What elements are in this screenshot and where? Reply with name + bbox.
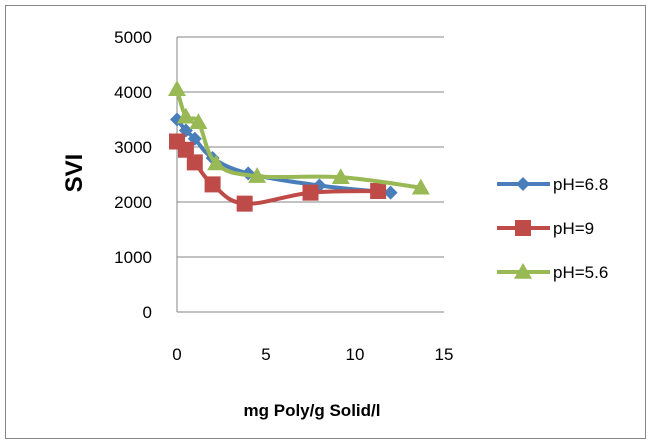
legend-label-0: pH=6.8: [553, 175, 608, 194]
data-point-1-3: [204, 176, 221, 193]
data-point-0-6: [383, 185, 398, 200]
series-line-2: [175, 87, 423, 190]
data-point-2-5: [331, 168, 350, 184]
x-tick-label-15: 15: [435, 345, 454, 364]
legend-marker-1: [515, 220, 531, 236]
data-point-2-2: [189, 113, 208, 129]
y-tick-label-2000: 2000: [114, 193, 152, 212]
tick-layer: 0 1000 2000 3000 4000 5000 0 5 10 15: [114, 28, 453, 364]
data-point-2-3: [207, 154, 226, 171]
legend: pH=6.8 pH=9 pH=5.6: [497, 175, 608, 282]
x-tick-label-0: 0: [172, 345, 181, 364]
data-point-1-2: [186, 154, 203, 171]
data-point-2-4: [248, 167, 267, 183]
legend-label-1: pH=9: [553, 219, 594, 238]
y-tick-label-4000: 4000: [114, 83, 152, 102]
x-axis-title: mg Poly/g Solid/l: [244, 401, 381, 420]
series-layer: [168, 80, 430, 212]
y-tick-label-0: 0: [143, 303, 152, 322]
grid-layer: [176, 36, 444, 313]
x-tick-label-5: 5: [261, 345, 270, 364]
y-axis-title: SVI: [61, 154, 88, 193]
y-tick-label-1000: 1000: [114, 248, 152, 267]
data-point-2-6: [411, 178, 430, 195]
y-tick-label-5000: 5000: [114, 28, 152, 47]
data-point-1-4: [236, 195, 253, 212]
data-point-1-1: [177, 141, 194, 158]
data-point-1-6: [370, 183, 387, 199]
chart-frame: [5, 5, 646, 439]
y-tick-label-3000: 3000: [114, 138, 152, 157]
legend-label-2: pH=5.6: [553, 263, 608, 282]
data-point-2-0: [168, 80, 186, 96]
data-point-2-1: [176, 107, 195, 124]
legend-marker-2: [514, 263, 532, 279]
data-point-1-5: [302, 184, 319, 201]
legend-marker-0: [516, 177, 530, 191]
x-tick-label-10: 10: [346, 345, 365, 364]
